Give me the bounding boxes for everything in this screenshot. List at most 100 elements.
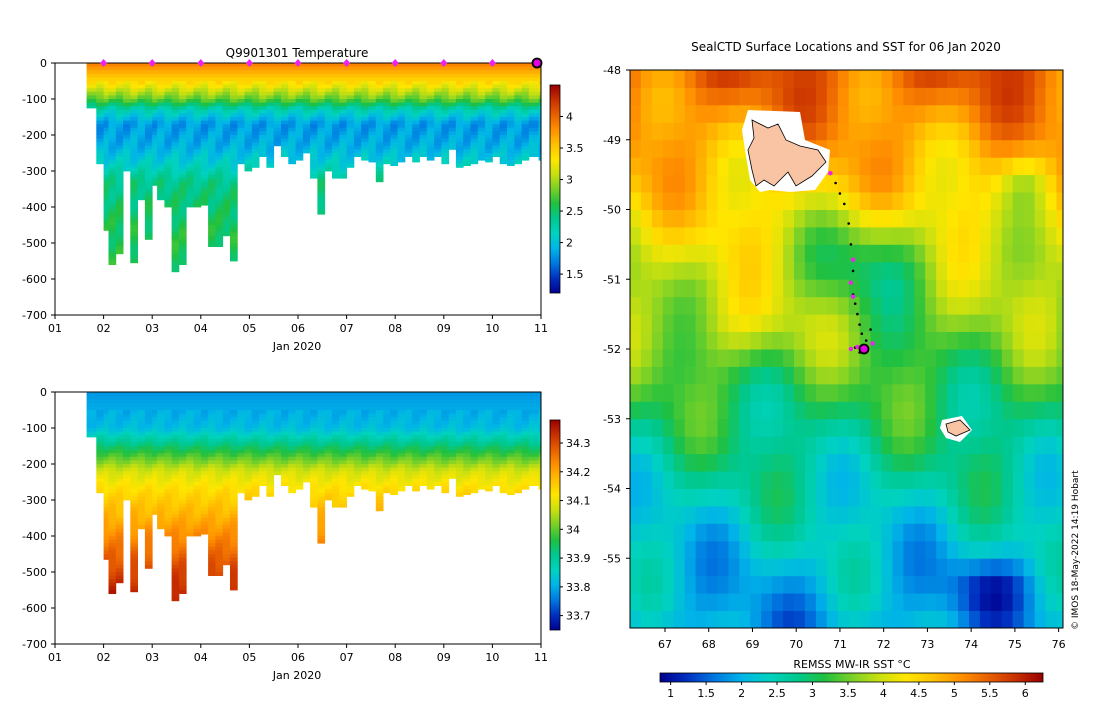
profile-cell [266, 442, 274, 446]
profile-cell [441, 410, 449, 414]
profile-cell [172, 74, 180, 78]
sst-cell [750, 366, 761, 384]
profile-cell [186, 164, 194, 168]
profile-cell [507, 421, 515, 425]
profile-cell [361, 478, 369, 482]
profile-cell [296, 92, 304, 96]
profile-cell [215, 160, 223, 164]
profile-cell [325, 153, 333, 157]
profile-cell [116, 131, 124, 135]
profile-cell [109, 221, 117, 225]
profile-cell [109, 63, 117, 67]
profile-cell [223, 229, 231, 233]
profile-cell [201, 511, 209, 515]
profile-cell [296, 142, 304, 146]
profile-cell [325, 88, 333, 92]
profile-cell [116, 225, 124, 229]
profile-cell [179, 254, 187, 258]
profile-cell [449, 406, 457, 410]
profile-cell [427, 139, 435, 143]
profile-cell [152, 106, 157, 110]
profile-cell [529, 99, 539, 103]
sst-cell [663, 297, 674, 315]
profile-cell [354, 135, 362, 139]
sst-cell [750, 576, 761, 594]
profile-cell [332, 139, 340, 143]
profile-cell [398, 414, 406, 418]
profile-cell [109, 239, 117, 243]
profile-cell [492, 450, 500, 454]
profile-cell [463, 399, 471, 403]
profile-cell [223, 417, 231, 421]
profile-cell [215, 211, 223, 215]
profile-cell [303, 99, 311, 103]
profile-cell [138, 435, 146, 439]
profile-cell [194, 113, 202, 117]
profile-cell [145, 525, 153, 529]
profile-cell [164, 182, 172, 186]
profile-cell [215, 103, 223, 107]
profile-cell [164, 203, 172, 207]
profile-cell [172, 157, 180, 161]
profile-cell [376, 478, 384, 482]
sst-cell [707, 611, 718, 629]
profile-cell [130, 203, 138, 207]
profile-cell [456, 399, 464, 403]
profile-cell [310, 139, 318, 143]
profile-cell [449, 81, 457, 85]
profile-cell [434, 432, 442, 436]
profile-cell [208, 453, 216, 457]
sst-cell [739, 349, 750, 367]
profile-cell [317, 135, 325, 139]
profile-cell [179, 482, 187, 486]
profile-cell [478, 142, 486, 146]
profile-cell [514, 396, 522, 400]
profile-cell [179, 453, 187, 457]
profile-cell [507, 468, 515, 472]
profile-cell [194, 435, 202, 439]
profile-cell [96, 139, 104, 143]
profile-cell [471, 421, 479, 425]
profile-cell [109, 424, 117, 428]
profile-cell [354, 471, 362, 475]
profile-cell [152, 160, 157, 164]
profile-cell [303, 432, 311, 436]
profile-cell [325, 496, 333, 500]
profile-cell [266, 95, 274, 99]
profile-cell [208, 200, 216, 204]
profile-cell [208, 414, 216, 418]
profile-cell [303, 435, 311, 439]
profile-cell [157, 453, 165, 457]
profile-cell [201, 110, 209, 114]
profile-cell [354, 435, 362, 439]
profile-cell [230, 103, 238, 107]
profile-cell [223, 106, 231, 110]
profile-cell [138, 67, 146, 71]
profile-cell [259, 406, 267, 410]
profile-cell [201, 432, 209, 436]
profile-cell [104, 193, 109, 197]
profile-cell [223, 403, 231, 407]
profile-cell [96, 410, 104, 414]
profile-cell [339, 85, 347, 89]
sst-cell [641, 105, 652, 123]
profile-cell [208, 157, 216, 161]
profile-cell [325, 460, 333, 464]
profile-cell [145, 417, 153, 421]
profile-cell [252, 95, 260, 99]
profile-cell [369, 417, 377, 421]
profile-cell [230, 504, 238, 508]
profile-cell [332, 63, 340, 67]
profile-cell [179, 558, 187, 562]
profile-cell [492, 67, 500, 71]
profile-cell [478, 117, 486, 121]
profile-cell [281, 128, 289, 132]
y-tick-label: -300 [22, 494, 47, 507]
profile-cell [514, 88, 522, 92]
profile-cell [230, 446, 238, 450]
profile-cell [145, 113, 153, 117]
profile-cell [116, 81, 124, 85]
sst-cell [805, 523, 816, 541]
profile-cell [237, 435, 245, 439]
profile-cell [109, 471, 117, 475]
